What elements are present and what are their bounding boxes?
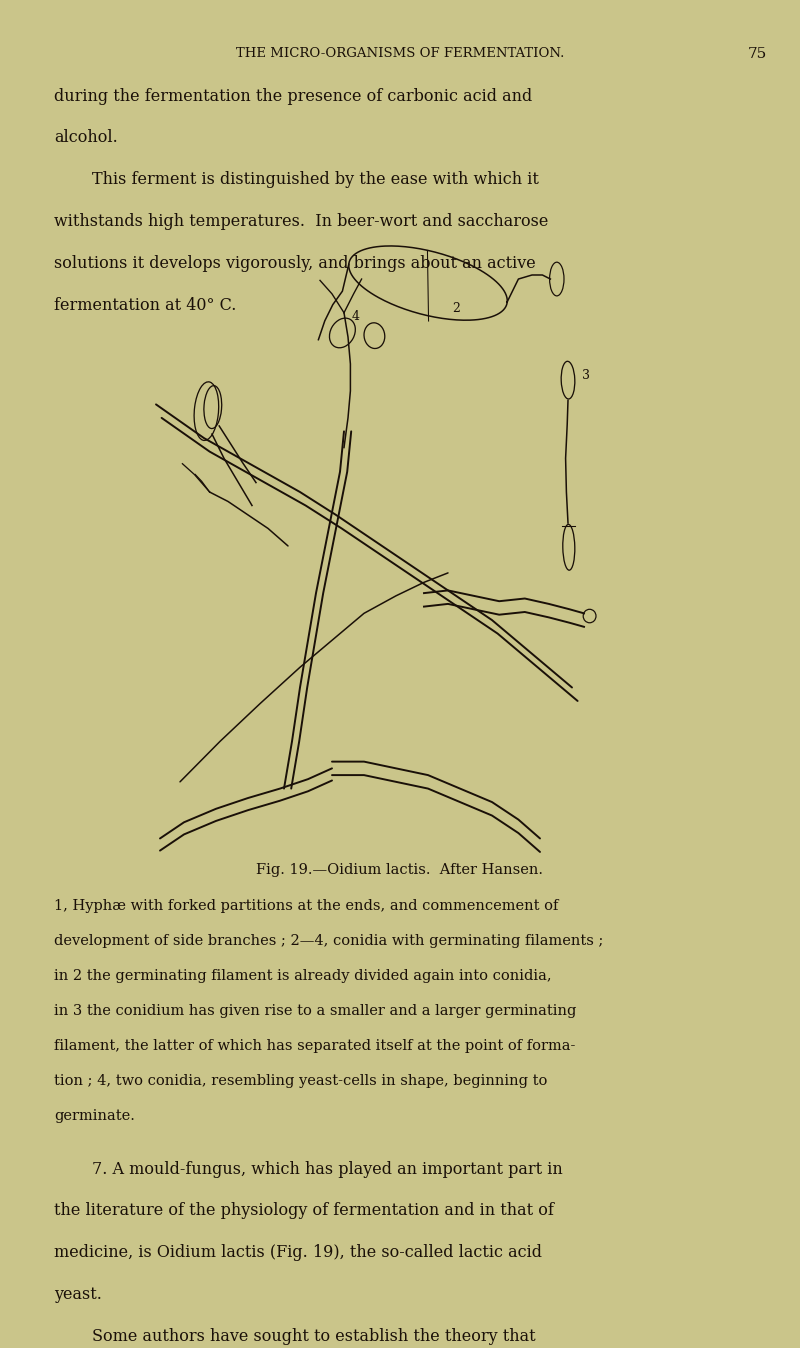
Text: Fig. 19.—Oidium lactis.  After Hansen.: Fig. 19.—Oidium lactis. After Hansen.: [257, 863, 543, 876]
Text: 75: 75: [748, 47, 767, 61]
Text: This ferment is distinguished by the ease with which it: This ferment is distinguished by the eas…: [92, 171, 539, 189]
Text: in 3 the conidium has given rise to a smaller and a larger germinating: in 3 the conidium has given rise to a sm…: [54, 1004, 577, 1018]
Text: solutions it develops vigorously, and brings about an active: solutions it develops vigorously, and br…: [54, 255, 536, 272]
Text: filament, the latter of which has separated itself at the point of forma-: filament, the latter of which has separa…: [54, 1039, 576, 1053]
Text: germinate.: germinate.: [54, 1109, 135, 1123]
Text: the literature of the physiology of fermentation and in that of: the literature of the physiology of ferm…: [54, 1202, 554, 1220]
Text: 1, Hyphæ with forked partitions at the ends, and commencement of: 1, Hyphæ with forked partitions at the e…: [54, 899, 558, 913]
Text: during the fermentation the presence of carbonic acid and: during the fermentation the presence of …: [54, 88, 533, 105]
Text: yeast.: yeast.: [54, 1286, 102, 1304]
Text: 3: 3: [582, 369, 590, 383]
Text: development of side branches ; 2—4, conidia with germinating filaments ;: development of side branches ; 2—4, coni…: [54, 934, 604, 948]
Text: THE MICRO-ORGANISMS OF FERMENTATION.: THE MICRO-ORGANISMS OF FERMENTATION.: [236, 47, 564, 61]
Text: alcohol.: alcohol.: [54, 129, 118, 147]
Text: 7. A mould-fungus, which has played an important part in: 7. A mould-fungus, which has played an i…: [92, 1161, 562, 1178]
Text: withstands high temperatures.  In beer-wort and saccharose: withstands high temperatures. In beer-wo…: [54, 213, 549, 231]
Text: 2: 2: [452, 302, 460, 315]
Text: Some authors have sought to establish the theory that: Some authors have sought to establish th…: [92, 1328, 536, 1345]
Text: tion ; 4, two conidia, resembling yeast-cells in shape, beginning to: tion ; 4, two conidia, resembling yeast-…: [54, 1074, 548, 1088]
Text: fermentation at 40° C.: fermentation at 40° C.: [54, 297, 237, 314]
Text: medicine, is Oidium lactis (Fig. 19), the so-called lactic acid: medicine, is Oidium lactis (Fig. 19), th…: [54, 1244, 542, 1262]
Text: 4: 4: [351, 310, 359, 324]
Text: in 2 the germinating filament is already divided again into conidia,: in 2 the germinating filament is already…: [54, 969, 552, 983]
